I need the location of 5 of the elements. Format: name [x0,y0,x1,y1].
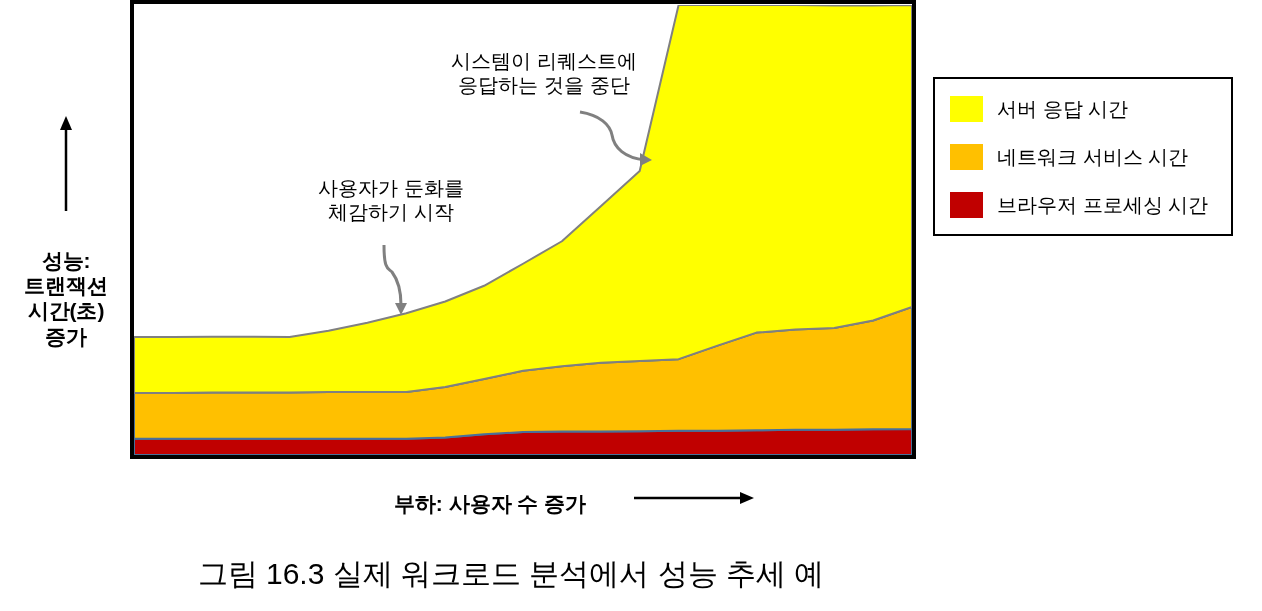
ylabel: 성능: 트랜잭션 시간(초) 증가 [24,249,108,348]
annotation: 사용자가 둔화를 체감하기 시작 [318,177,464,223]
xlabel: 부하: 사용자 수 증가 [393,492,587,515]
annotation: 시스템이 리퀘스트에 응답하는 것을 중단 [451,50,637,96]
title: 그림 16.3 실제 워크로드 분석에서 성능 추세 예 [197,557,825,590]
